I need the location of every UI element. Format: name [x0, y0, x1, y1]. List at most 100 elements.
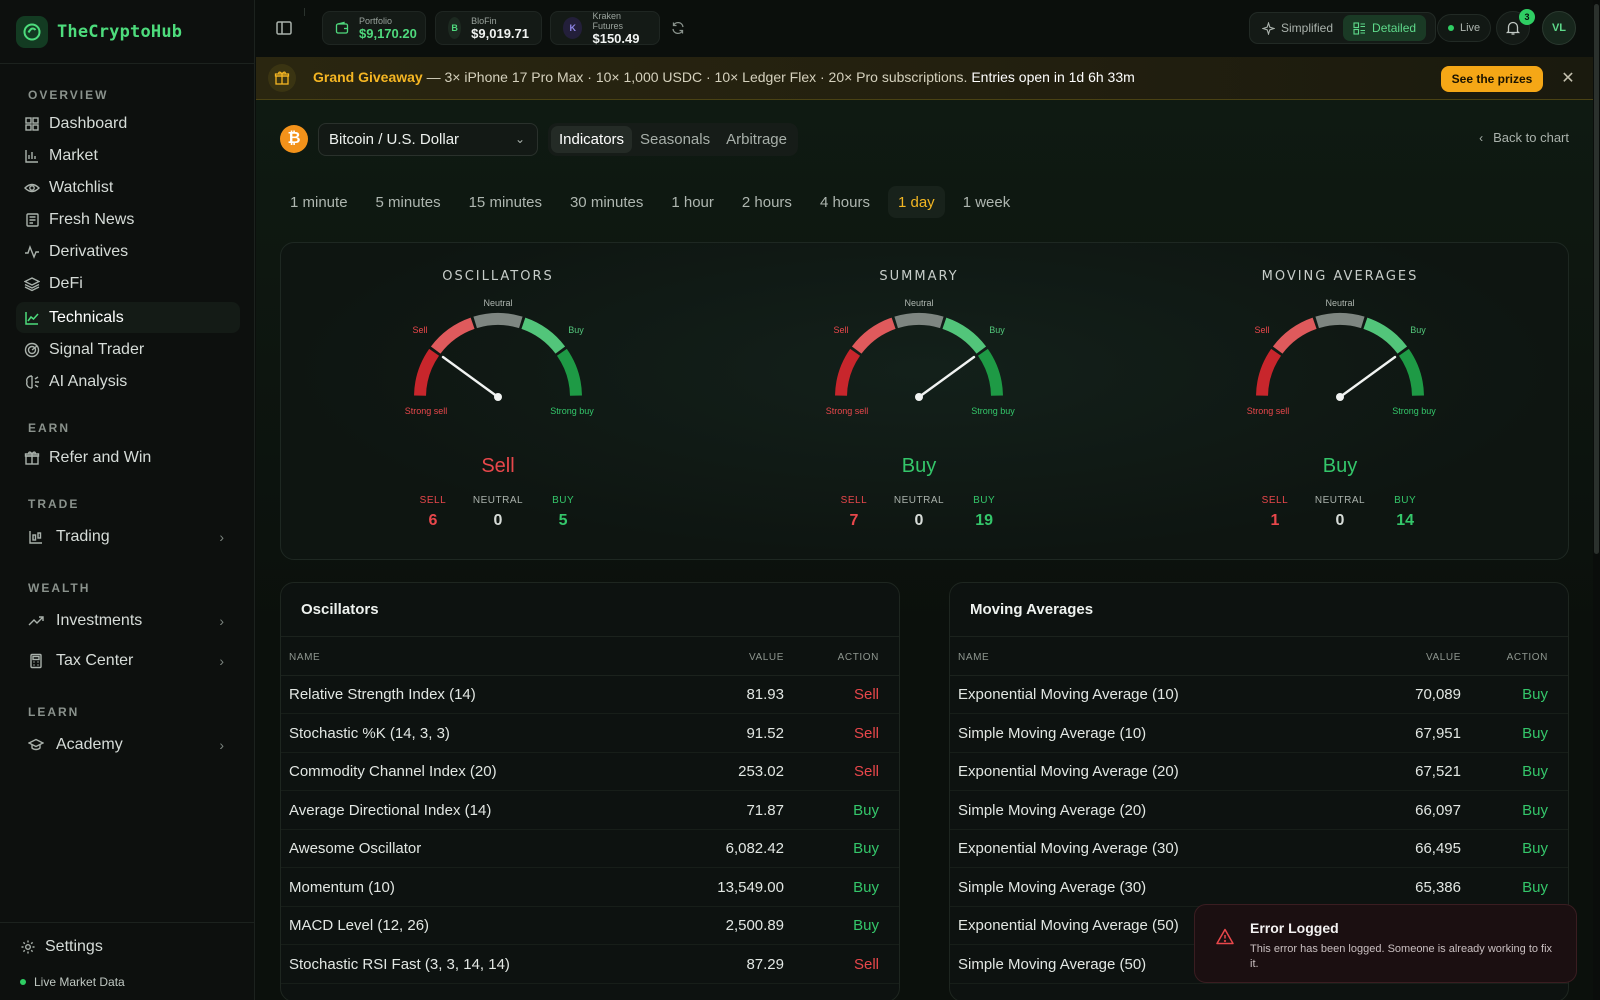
row-name: Commodity Channel Index (20) — [289, 763, 497, 780]
sidebar-item-investments[interactable]: Investments › — [16, 605, 240, 636]
row-name: Awesome Oscillator — [289, 840, 422, 857]
trend-up-icon — [28, 615, 44, 625]
count-label: SELL — [840, 495, 868, 506]
avatar[interactable]: VL — [1542, 11, 1576, 45]
row-value: 67,521 — [1415, 763, 1461, 780]
sidebar-item-fresh-news[interactable]: Fresh News — [16, 204, 240, 235]
activity-icon — [25, 244, 39, 259]
sidebar-item-refer-and-win[interactable]: Refer and Win — [16, 442, 240, 473]
row-value: 13,549.00 — [717, 878, 784, 896]
gauge-label-neutral: Neutral — [483, 298, 512, 308]
notifications-button[interactable]: 3 — [1496, 9, 1535, 45]
table-row[interactable]: MACD Level (12, 26) 2,500.89 Buy — [281, 907, 899, 945]
table-row[interactable]: Relative Strength Index (14) 81.93 Sell — [281, 676, 899, 714]
giveaway-banner: Grand Giveaway — 3× iPhone 17 Pro Max · … — [256, 57, 1593, 100]
see-prizes-button[interactable]: See the prizes — [1441, 66, 1543, 92]
gauge-segment — [1315, 313, 1365, 329]
tab-arbitrage[interactable]: Arbitrage — [726, 131, 787, 148]
table-row[interactable]: Momentum (10) 13,549.00 Buy — [281, 869, 899, 907]
sidebar-item-defi[interactable]: DeFi — [16, 268, 240, 299]
gauge-dial: Neutral Sell Buy Strong sell Strong buy — [1247, 298, 1437, 416]
row-action: Buy — [853, 801, 879, 819]
table-row[interactable]: Exponential Moving Average (10) 70,089 Buy — [950, 676, 1568, 714]
timeframe-1-minute[interactable]: 1 minute — [290, 193, 348, 211]
row-value: 6,082.42 — [725, 840, 784, 857]
row-action: Sell — [853, 686, 879, 703]
table-row[interactable]: Stochastic RSI Fast (3, 3, 14, 14) 87.29 S… — [281, 946, 899, 984]
timeframe-1-week[interactable]: 1 week — [962, 193, 1011, 211]
count-label: SELL — [419, 495, 447, 506]
account-label: Portfolio — [359, 15, 393, 26]
sidebar-item-dashboard[interactable]: Dashboard — [16, 108, 240, 139]
sidebar-item-settings[interactable]: Settings — [12, 931, 236, 962]
sidebar-item-trading[interactable]: Trading › — [16, 521, 240, 552]
table-row[interactable]: Simple Moving Average (10) 67,951 Buy — [950, 715, 1568, 753]
line-chart-icon — [25, 311, 39, 325]
close-banner-button[interactable]: ✕ — [1558, 68, 1578, 88]
timeframe-1-hour[interactable]: 1 hour — [671, 193, 714, 211]
gauge-segment — [851, 317, 896, 354]
table-row[interactable]: Simple Moving Average (50) — [950, 946, 1568, 984]
sidebar-item-label: Technicals — [49, 308, 124, 326]
sidebar-item-watchlist[interactable]: Watchlist — [16, 172, 240, 203]
timeframe-15-minutes[interactable]: 15 minutes — [468, 193, 542, 211]
calculator-icon — [30, 653, 42, 668]
timeframe-5-minutes[interactable]: 5 minutes — [375, 193, 441, 211]
sidebar-item-market[interactable]: Market — [16, 140, 240, 171]
table-row[interactable]: Awesome Oscillator 6,082.42 Buy — [281, 830, 899, 868]
gauge-segment — [1398, 348, 1424, 396]
gauge-needle — [1338, 355, 1397, 399]
refresh-button[interactable] — [668, 18, 688, 38]
back-to-chart-link[interactable]: ‹ Back to chart — [1479, 130, 1569, 145]
gauge-hub — [1336, 393, 1344, 401]
sidebar-item-technicals[interactable]: Technicals — [16, 302, 240, 333]
scrollbar-thumb[interactable] — [1594, 4, 1599, 554]
error-toast[interactable]: Error Logged This error has been logged.… — [1194, 904, 1577, 983]
table-row[interactable]: Simple Moving Average (30) 65,386 Buy — [950, 869, 1568, 907]
account-kraken-futures[interactable]: K Kraken Futures $150.49 — [550, 11, 660, 46]
count-buy: BUY 5 — [545, 495, 581, 530]
row-value: 91.52 — [746, 724, 784, 742]
sidebar-item-academy[interactable]: Academy › — [16, 729, 240, 760]
account-value: $9,170.20 — [359, 25, 417, 41]
sidebar-item-label: Investments — [56, 611, 143, 629]
table-row[interactable]: Commodity Channel Index (20) 253.02 Sell — [281, 753, 899, 791]
mode-detailed-button[interactable]: Detailed — [1343, 15, 1427, 41]
gauge-oscillators: OSCILLATORS Neutral Sell Buy Strong sell Stro… — [298, 243, 698, 561]
mode-simplified-label: Simplified — [1281, 21, 1334, 35]
mode-simplified-button[interactable]: Simplified — [1252, 15, 1343, 41]
sidebar-item-tax-center[interactable]: Tax Center › — [16, 645, 240, 676]
gauge-label-sell: Sell — [1254, 325, 1269, 335]
timeframe-2-hours[interactable]: 2 hours — [741, 193, 792, 211]
count-sell: SELL 6 — [415, 495, 451, 530]
timeframe-4-hours[interactable]: 4 hours — [819, 193, 870, 211]
view-tabs: Indicators Seasonals Arbitrage — [548, 123, 798, 156]
wallet-icon — [335, 21, 349, 35]
tab-seasonals[interactable]: Seasonals — [640, 131, 711, 148]
row-name: Stochastic RSI Fast (3, 3, 14, 14) — [289, 955, 510, 973]
sidebar-item-derivatives[interactable]: Derivatives — [16, 236, 240, 267]
timeframe-1-day[interactable]: 1 day — [887, 186, 945, 218]
account-label: BloFin — [471, 15, 497, 26]
account-blofin[interactable]: B BloFin $9,019.71 — [435, 11, 542, 45]
table-row[interactable]: Average Directional Index (14) 71.87 Buy — [281, 792, 899, 830]
table-row[interactable]: Simple Moving Average (20) 66,097 Buy — [950, 792, 1568, 830]
row-name: Stochastic %K (14, 3, 3) — [289, 724, 450, 742]
gauge-counts: SELL 1 NEUTRAL 0 BUY 14 — [1140, 495, 1540, 530]
table-row[interactable]: Exponential Moving Average (20) 67,521 Buy — [950, 753, 1568, 791]
sidebar-item-ai-analysis[interactable]: AI Analysis — [16, 366, 240, 397]
pair-select[interactable]: Bitcoin / U.S. Dollar ⌄ — [318, 123, 538, 156]
account-portfolio[interactable]: Portfolio $9,170.20 — [322, 11, 426, 45]
table-row[interactable]: Exponential Moving Average (30) 66,495 Buy — [950, 830, 1568, 868]
tab-indicators[interactable]: Indicators — [551, 126, 633, 153]
page-scrollbar[interactable] — [1593, 0, 1600, 1000]
table-row[interactable]: Stochastic %K (14, 3, 3) 91.52 Sell — [281, 715, 899, 753]
brand[interactable]: TheCryptoHub — [0, 0, 254, 64]
section-trade: TRADE — [28, 497, 80, 511]
sidebar-toggle-button[interactable] — [274, 18, 294, 38]
timeframe-30-minutes[interactable]: 30 minutes — [569, 193, 644, 211]
sidebar-item-label: Derivatives — [49, 242, 129, 260]
gauge-label-buy: Buy — [1410, 325, 1426, 335]
sidebar-item-signal-trader[interactable]: Signal Trader — [16, 334, 240, 365]
row-name: Simple Moving Average (10) — [958, 724, 1147, 742]
